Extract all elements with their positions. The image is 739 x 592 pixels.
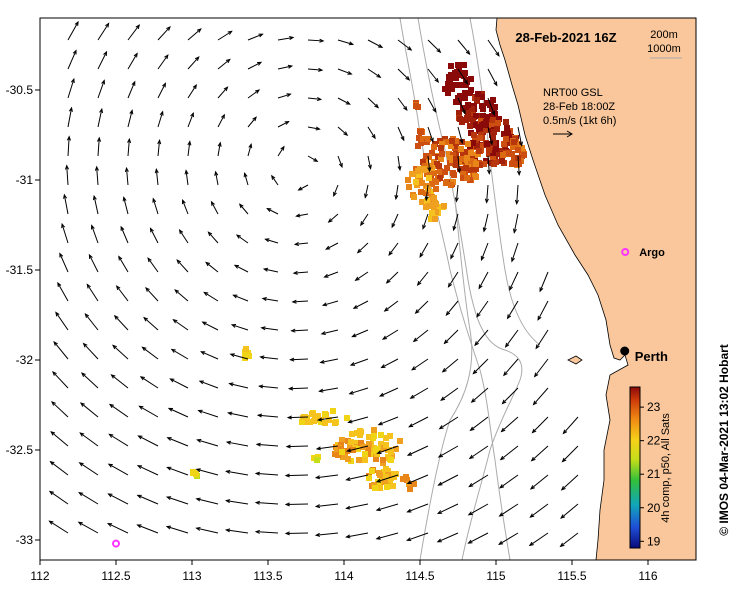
x-tick-label: 113	[182, 569, 201, 583]
land-area	[495, 18, 696, 560]
city-marker	[620, 346, 630, 356]
credit-text: © IMOS 04-Mar-2021 13:02 Hobart	[717, 344, 731, 536]
colorbar-tick-label: 19	[647, 534, 661, 548]
argo-marker	[112, 539, 120, 548]
colorbar-ticks: 19 20 21 22 23	[640, 400, 661, 548]
place-label: Perth	[635, 349, 668, 364]
x-tick-label: 113.5	[253, 569, 282, 583]
colorbar-tick-label: 22	[647, 434, 661, 448]
current-time: 28-Feb 18:00Z	[543, 101, 615, 113]
place-label: Argo	[639, 247, 665, 259]
x-tick-label: 112.5	[101, 569, 130, 583]
colorbar-gradient	[629, 386, 641, 549]
colorbar-tick-label: 23	[647, 400, 661, 414]
current-scale-arrow	[553, 130, 573, 138]
depth-legend-1000m: 1000m	[647, 43, 681, 55]
y-tick-label: -31	[16, 173, 34, 187]
x-tick-label: 114	[334, 569, 353, 583]
x-tick-label: 116	[638, 569, 657, 583]
y-tick-label: -32.5	[6, 443, 34, 457]
y-tick-label: -31.5	[6, 263, 34, 277]
map-title: 28-Feb-2021 16Z	[515, 30, 616, 45]
depth-legend-200m: 200m	[650, 29, 678, 41]
colorbar-label: 4h comp, p50, All Sats	[660, 413, 672, 523]
current-arrows	[48, 20, 579, 548]
island	[567, 355, 583, 365]
plot-frame	[39, 17, 697, 561]
x-tick-label: 114.5	[405, 569, 434, 583]
y-axis-ticks: -30.5 -31 -31.5 -32 -32.5 -33	[6, 83, 40, 547]
y-tick-label: -33	[16, 533, 34, 547]
current-scale: 0.5m/s (1kt 6h)	[543, 115, 616, 127]
colorbar-tick-label: 21	[647, 467, 661, 481]
current-source: NRT00 GSL	[543, 87, 603, 99]
y-tick-label: -30.5	[6, 83, 34, 97]
y-tick-label: -32	[16, 353, 34, 367]
x-tick-label: 112	[30, 569, 49, 583]
colorbar-tick-label: 20	[647, 501, 661, 515]
place-markers: Argo Perth	[112, 247, 668, 548]
x-axis-ticks: 112 112.5 113 113.5 114 114.5 115 115.5 116	[30, 560, 658, 583]
x-tick-label: 115	[486, 569, 505, 583]
colorbar: 19 20 21 22 23 4h comp, p50, All Sats	[629, 386, 672, 549]
argo-marker	[621, 248, 630, 256]
x-tick-label: 115.5	[557, 569, 586, 583]
